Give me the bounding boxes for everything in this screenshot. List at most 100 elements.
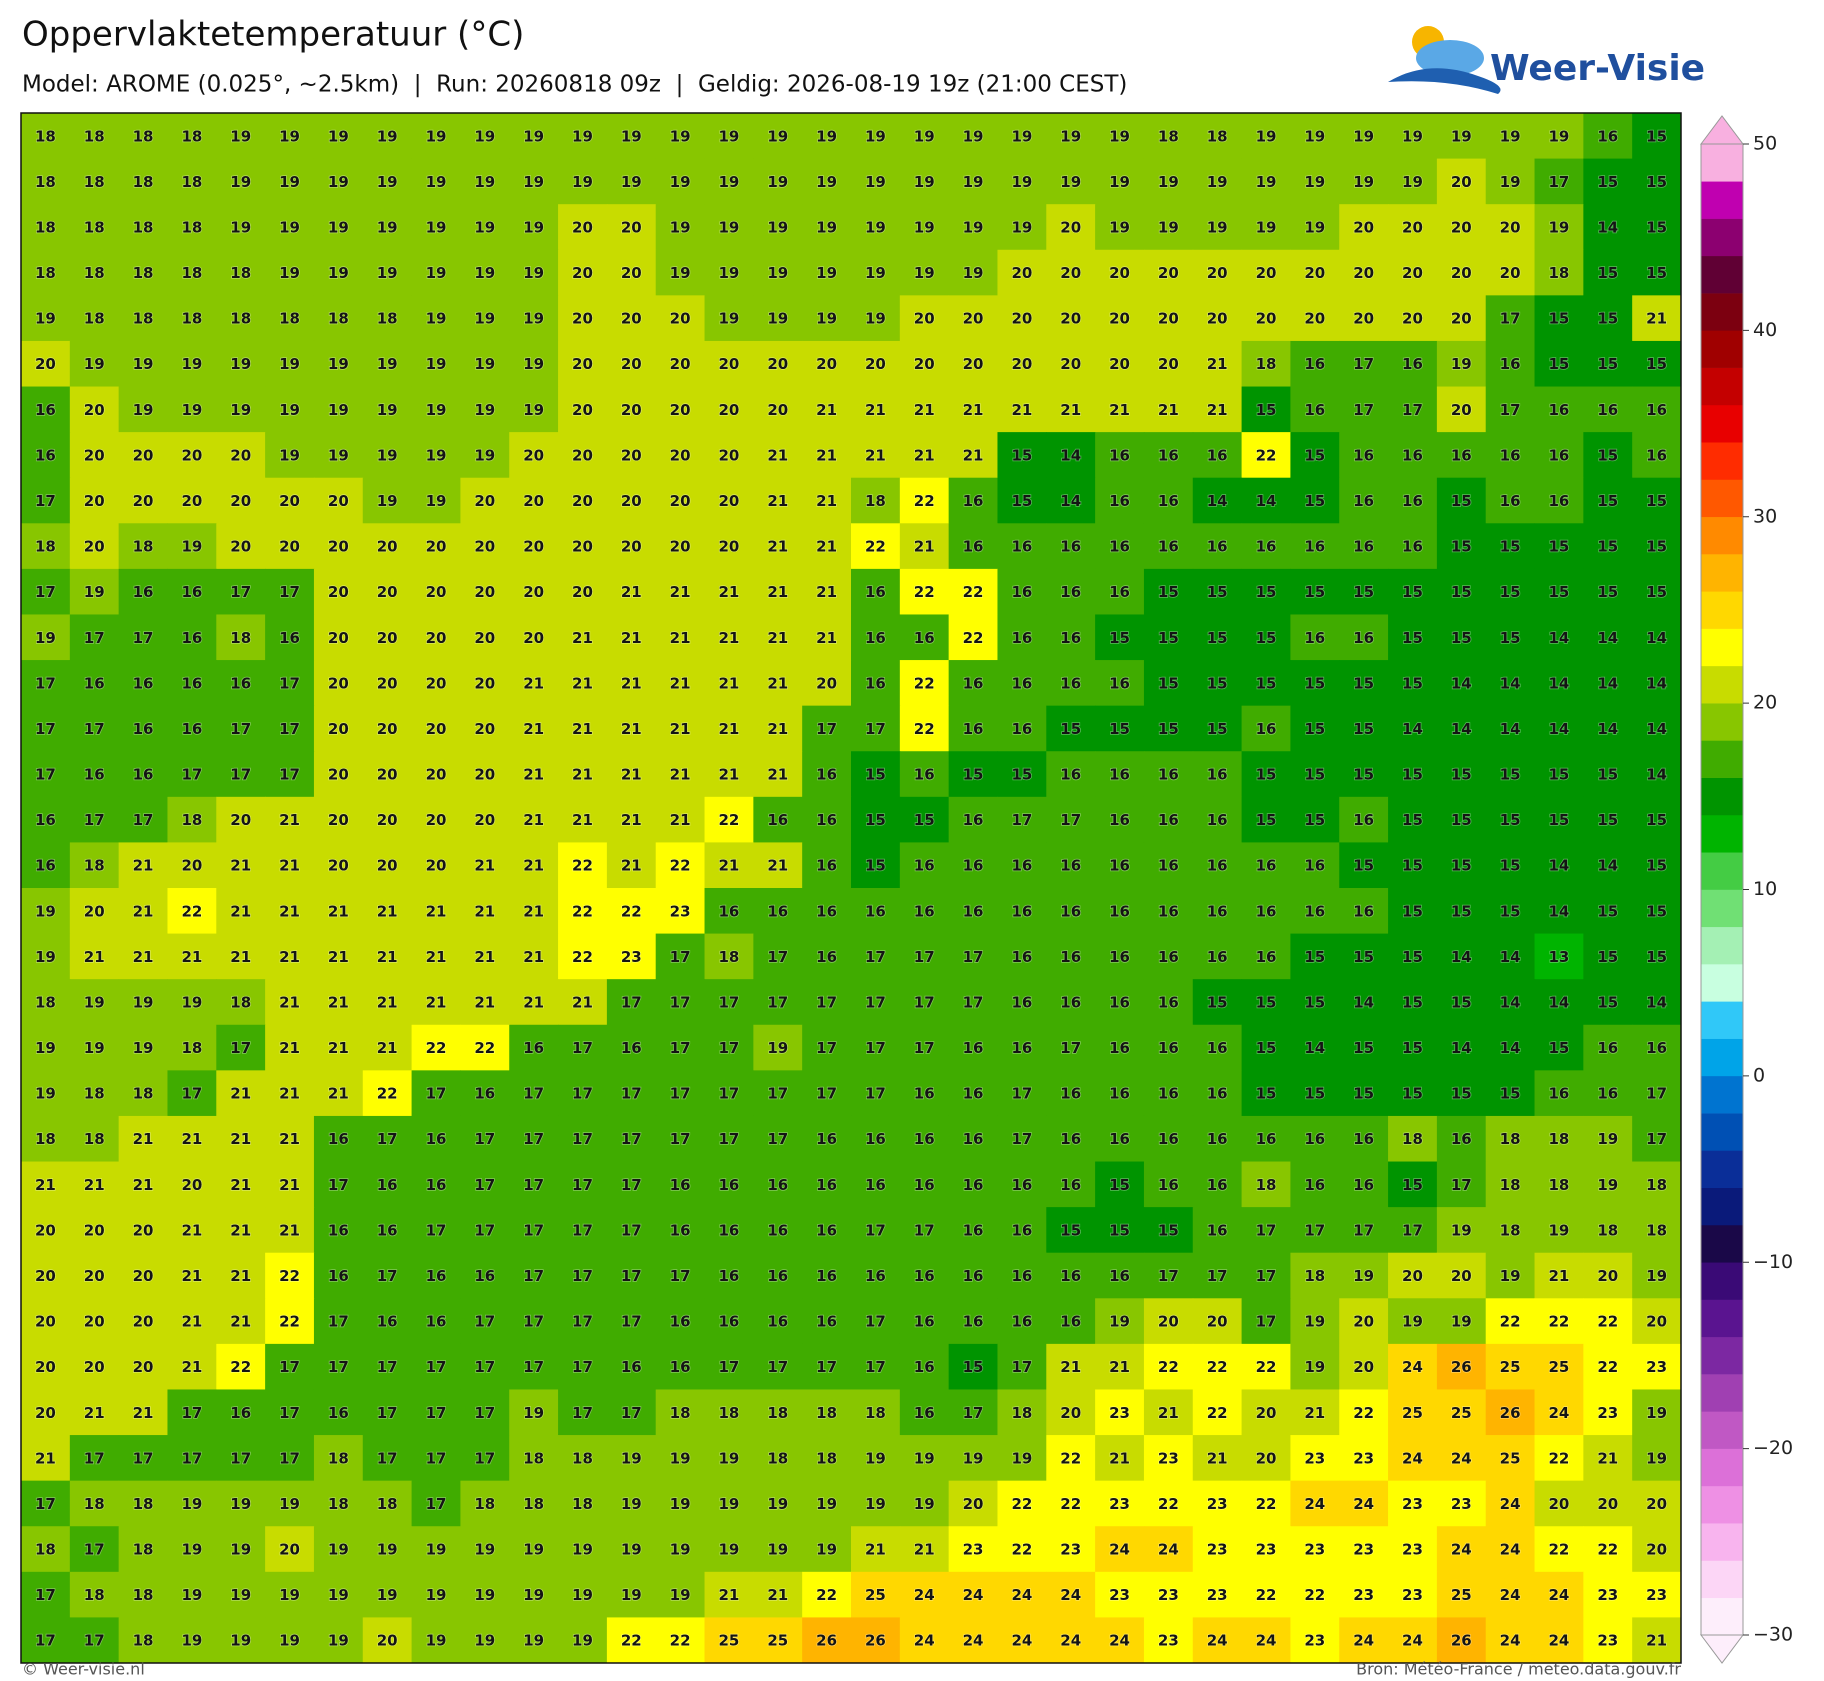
temp-label: 22 — [1597, 1313, 1618, 1331]
temp-cell — [606, 1298, 657, 1345]
temp-label: 16 — [1011, 1313, 1032, 1331]
temp-cell — [1143, 249, 1194, 296]
temp-cell — [558, 1024, 608, 1071]
temp-cell — [655, 113, 706, 160]
temp-label: 17 — [35, 1495, 56, 1513]
temp-cell — [509, 1298, 559, 1345]
temp-label: 17 — [1256, 1267, 1277, 1285]
temp-cell — [411, 979, 461, 1026]
temp-cell — [1143, 1480, 1194, 1527]
temp-cell — [753, 979, 803, 1026]
temp-label: 19 — [328, 1586, 349, 1604]
temp-cell — [1632, 113, 1682, 160]
temp-cell — [1436, 249, 1487, 296]
temp-label: 21 — [914, 446, 935, 464]
temp-cell — [1388, 1070, 1438, 1117]
temp-cell — [1485, 432, 1536, 479]
temp-label: 17 — [1451, 1176, 1472, 1194]
temp-label: 15 — [1646, 218, 1667, 236]
temp-cell — [1534, 295, 1584, 342]
temp-label: 20 — [181, 857, 202, 875]
temp-label: 15 — [1353, 857, 1374, 875]
temp-cell — [1632, 842, 1682, 889]
temp-cell — [411, 158, 461, 205]
temp-cell — [558, 888, 608, 935]
temp-cell — [1143, 1435, 1194, 1482]
temp-cell — [167, 1389, 217, 1436]
temp-label: 25 — [1500, 1449, 1521, 1467]
temp-cell — [21, 1526, 71, 1573]
temp-cell — [1436, 1115, 1487, 1163]
temp-cell — [1095, 477, 1145, 524]
temp-cell — [802, 1343, 852, 1390]
colorbar-band — [1701, 1448, 1743, 1487]
temp-cell — [313, 1115, 364, 1163]
temp-cell — [509, 1252, 559, 1299]
temp-cell — [1241, 1526, 1291, 1573]
temp-label: 16 — [1207, 902, 1228, 920]
temp-label: 19 — [719, 264, 740, 282]
temp-cell — [1143, 113, 1194, 160]
temp-cell — [1583, 1024, 1633, 1071]
temp-cell — [1388, 1115, 1438, 1163]
temp-cell — [1436, 523, 1487, 570]
temp-label: 14 — [1402, 720, 1423, 738]
temp-cell — [802, 751, 852, 798]
temp-cell — [997, 1435, 1047, 1482]
colorbar-band — [1701, 255, 1743, 294]
temp-cell — [851, 1298, 901, 1345]
temp-label: 20 — [377, 674, 398, 692]
temp-label: 17 — [1500, 310, 1521, 328]
temp-label: 17 — [1011, 1130, 1032, 1148]
temp-cell — [899, 1526, 950, 1573]
temp-label: 15 — [1597, 446, 1618, 464]
temp-cell — [558, 568, 608, 615]
temp-label: 16 — [1060, 857, 1081, 875]
temp-cell — [1485, 477, 1536, 524]
temp-cell — [1192, 979, 1243, 1026]
temp-label: 19 — [230, 355, 251, 373]
temp-cell — [558, 295, 608, 342]
temp-cell — [948, 523, 998, 570]
temp-label: 16 — [1011, 674, 1032, 692]
temp-label: 19 — [474, 355, 495, 373]
temp-cell — [411, 660, 461, 707]
temp-cell — [21, 523, 71, 570]
temp-label: 22 — [474, 1039, 495, 1057]
temp-cell — [167, 842, 217, 889]
temp-label: 20 — [572, 446, 593, 464]
temp-cell — [1339, 432, 1389, 479]
temp-label: 20 — [1451, 310, 1472, 328]
temp-cell — [1632, 477, 1682, 524]
temp-label: 20 — [426, 629, 447, 647]
temp-cell — [1143, 888, 1194, 935]
temp-label: 21 — [230, 1130, 251, 1148]
temp-label: 25 — [865, 1586, 886, 1604]
temp-label: 20 — [1353, 1358, 1374, 1376]
temp-cell — [21, 295, 71, 342]
temp-label: 15 — [1597, 902, 1618, 920]
temp-label: 18 — [133, 1632, 154, 1650]
temp-label: 21 — [35, 1176, 56, 1194]
temp-cell — [21, 158, 71, 205]
temp-cell — [1192, 796, 1243, 843]
temp-cell — [1095, 1252, 1145, 1299]
temp-cell — [802, 1161, 852, 1208]
temp-cell — [411, 1343, 461, 1390]
temp-label: 15 — [963, 1358, 984, 1376]
temp-cell — [1046, 113, 1096, 160]
temp-label: 20 — [1060, 218, 1081, 236]
temp-label: 19 — [377, 355, 398, 373]
temp-cell — [313, 796, 364, 843]
temp-label: 20 — [621, 492, 642, 510]
temp-label: 21 — [670, 629, 691, 647]
temp-cell — [1388, 660, 1438, 707]
temp-label: 17 — [133, 629, 154, 647]
temp-label: 20 — [328, 629, 349, 647]
temp-label: 22 — [963, 583, 984, 601]
temp-cell — [313, 1161, 364, 1208]
temp-label: 20 — [816, 674, 837, 692]
temp-cell — [167, 1435, 217, 1482]
temp-label: 20 — [670, 355, 691, 373]
temp-cell — [362, 204, 413, 251]
